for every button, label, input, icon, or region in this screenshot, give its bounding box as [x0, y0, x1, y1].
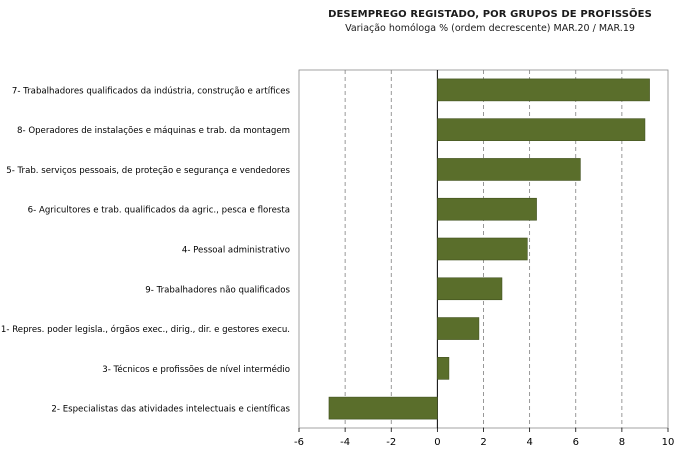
x-tick-label: 8 [619, 437, 625, 448]
x-tick-label: -4 [340, 437, 350, 448]
chart-subtitle: Variação homóloga % (ordem decrescente) … [345, 23, 635, 34]
category-label: 6- Agricultores e trab. qualificados da … [28, 206, 290, 216]
bar [437, 118, 646, 141]
category-label: 5- Trab. serviços pessoais, de proteção … [6, 166, 290, 176]
chart-title: DESEMPREGO REGISTADO, POR GRUPOS DE PROF… [328, 9, 652, 20]
x-tick-label: 6 [573, 437, 579, 448]
category-label: 9- Trabalhadores não qualificados [145, 285, 290, 295]
category-label: 8- Operadores de instalações e máquinas … [17, 126, 290, 136]
category-label: 4- Pessoal administrativo [182, 246, 290, 256]
x-tick-label: 2 [480, 437, 486, 448]
category-label: 3- Técnicos e profissões de nível interm… [102, 364, 290, 375]
bar [437, 78, 650, 102]
category-label: 2- Especialistas das atividades intelect… [51, 405, 290, 415]
bar [437, 277, 503, 301]
bar [437, 317, 480, 340]
category-label: 7- Trabalhadores qualificados da indústr… [12, 86, 291, 96]
category-label: 1- Repres. poder legisla., órgãos exec.,… [1, 324, 290, 335]
bar [328, 396, 438, 420]
bar [437, 357, 450, 380]
bar [437, 237, 528, 261]
bar [437, 158, 581, 181]
x-tick-label: -6 [294, 437, 304, 448]
x-tick-label: 0 [434, 437, 440, 448]
x-tick-label: 4 [526, 437, 532, 448]
bar [437, 197, 537, 221]
x-tick-label: 10 [662, 437, 675, 448]
x-tick-label: -2 [386, 437, 396, 448]
